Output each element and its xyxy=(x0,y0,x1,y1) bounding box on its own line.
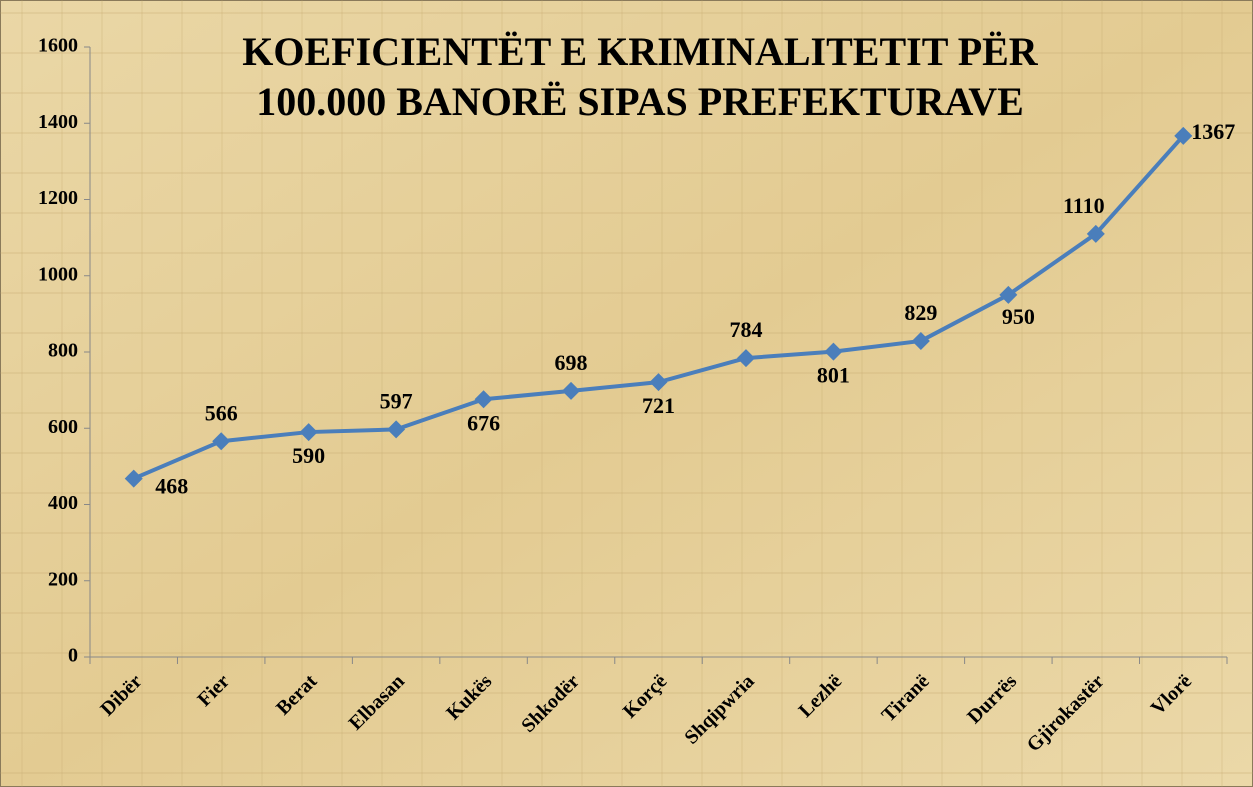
marker xyxy=(212,432,231,451)
y-tick-label: 800 xyxy=(48,340,78,362)
y-tick-label: 0 xyxy=(68,645,78,667)
y-tick-label: 400 xyxy=(48,492,78,514)
data-label: 784 xyxy=(729,317,762,342)
data-label: 698 xyxy=(555,350,588,375)
marker xyxy=(1174,126,1193,145)
marker xyxy=(474,390,493,409)
chart-title: 100.000 BANORË SIPAS PREFEKTURAVE xyxy=(256,79,1024,124)
marker xyxy=(824,342,843,361)
y-tick-label: 1600 xyxy=(38,35,78,57)
marker xyxy=(736,349,755,368)
data-label: 566 xyxy=(205,400,238,425)
y-tick-label: 600 xyxy=(48,416,78,438)
chart-title: KOEFICIENTËT E KRIMINALITETIT PËR xyxy=(242,29,1039,74)
marker xyxy=(299,423,318,442)
data-label: 1367 xyxy=(1191,119,1235,144)
data-label: 597 xyxy=(380,388,413,413)
data-label: 468 xyxy=(155,474,188,499)
marker xyxy=(911,331,930,350)
marker xyxy=(649,373,668,392)
data-label: 590 xyxy=(292,443,325,468)
marker xyxy=(387,420,406,439)
data-label: 950 xyxy=(1002,304,1035,329)
y-tick-label: 1200 xyxy=(38,187,78,209)
marker xyxy=(1086,224,1105,243)
data-label: 721 xyxy=(642,393,675,418)
y-tick-label: 1000 xyxy=(38,263,78,285)
data-label: 801 xyxy=(817,363,850,388)
marker xyxy=(124,469,143,488)
y-tick-label: 200 xyxy=(48,568,78,590)
marker xyxy=(562,381,581,400)
y-tick-label: 1400 xyxy=(38,111,78,133)
data-label: 1110 xyxy=(1063,193,1105,218)
data-label: 676 xyxy=(467,410,500,435)
data-label: 829 xyxy=(904,300,937,325)
marker xyxy=(999,285,1018,304)
